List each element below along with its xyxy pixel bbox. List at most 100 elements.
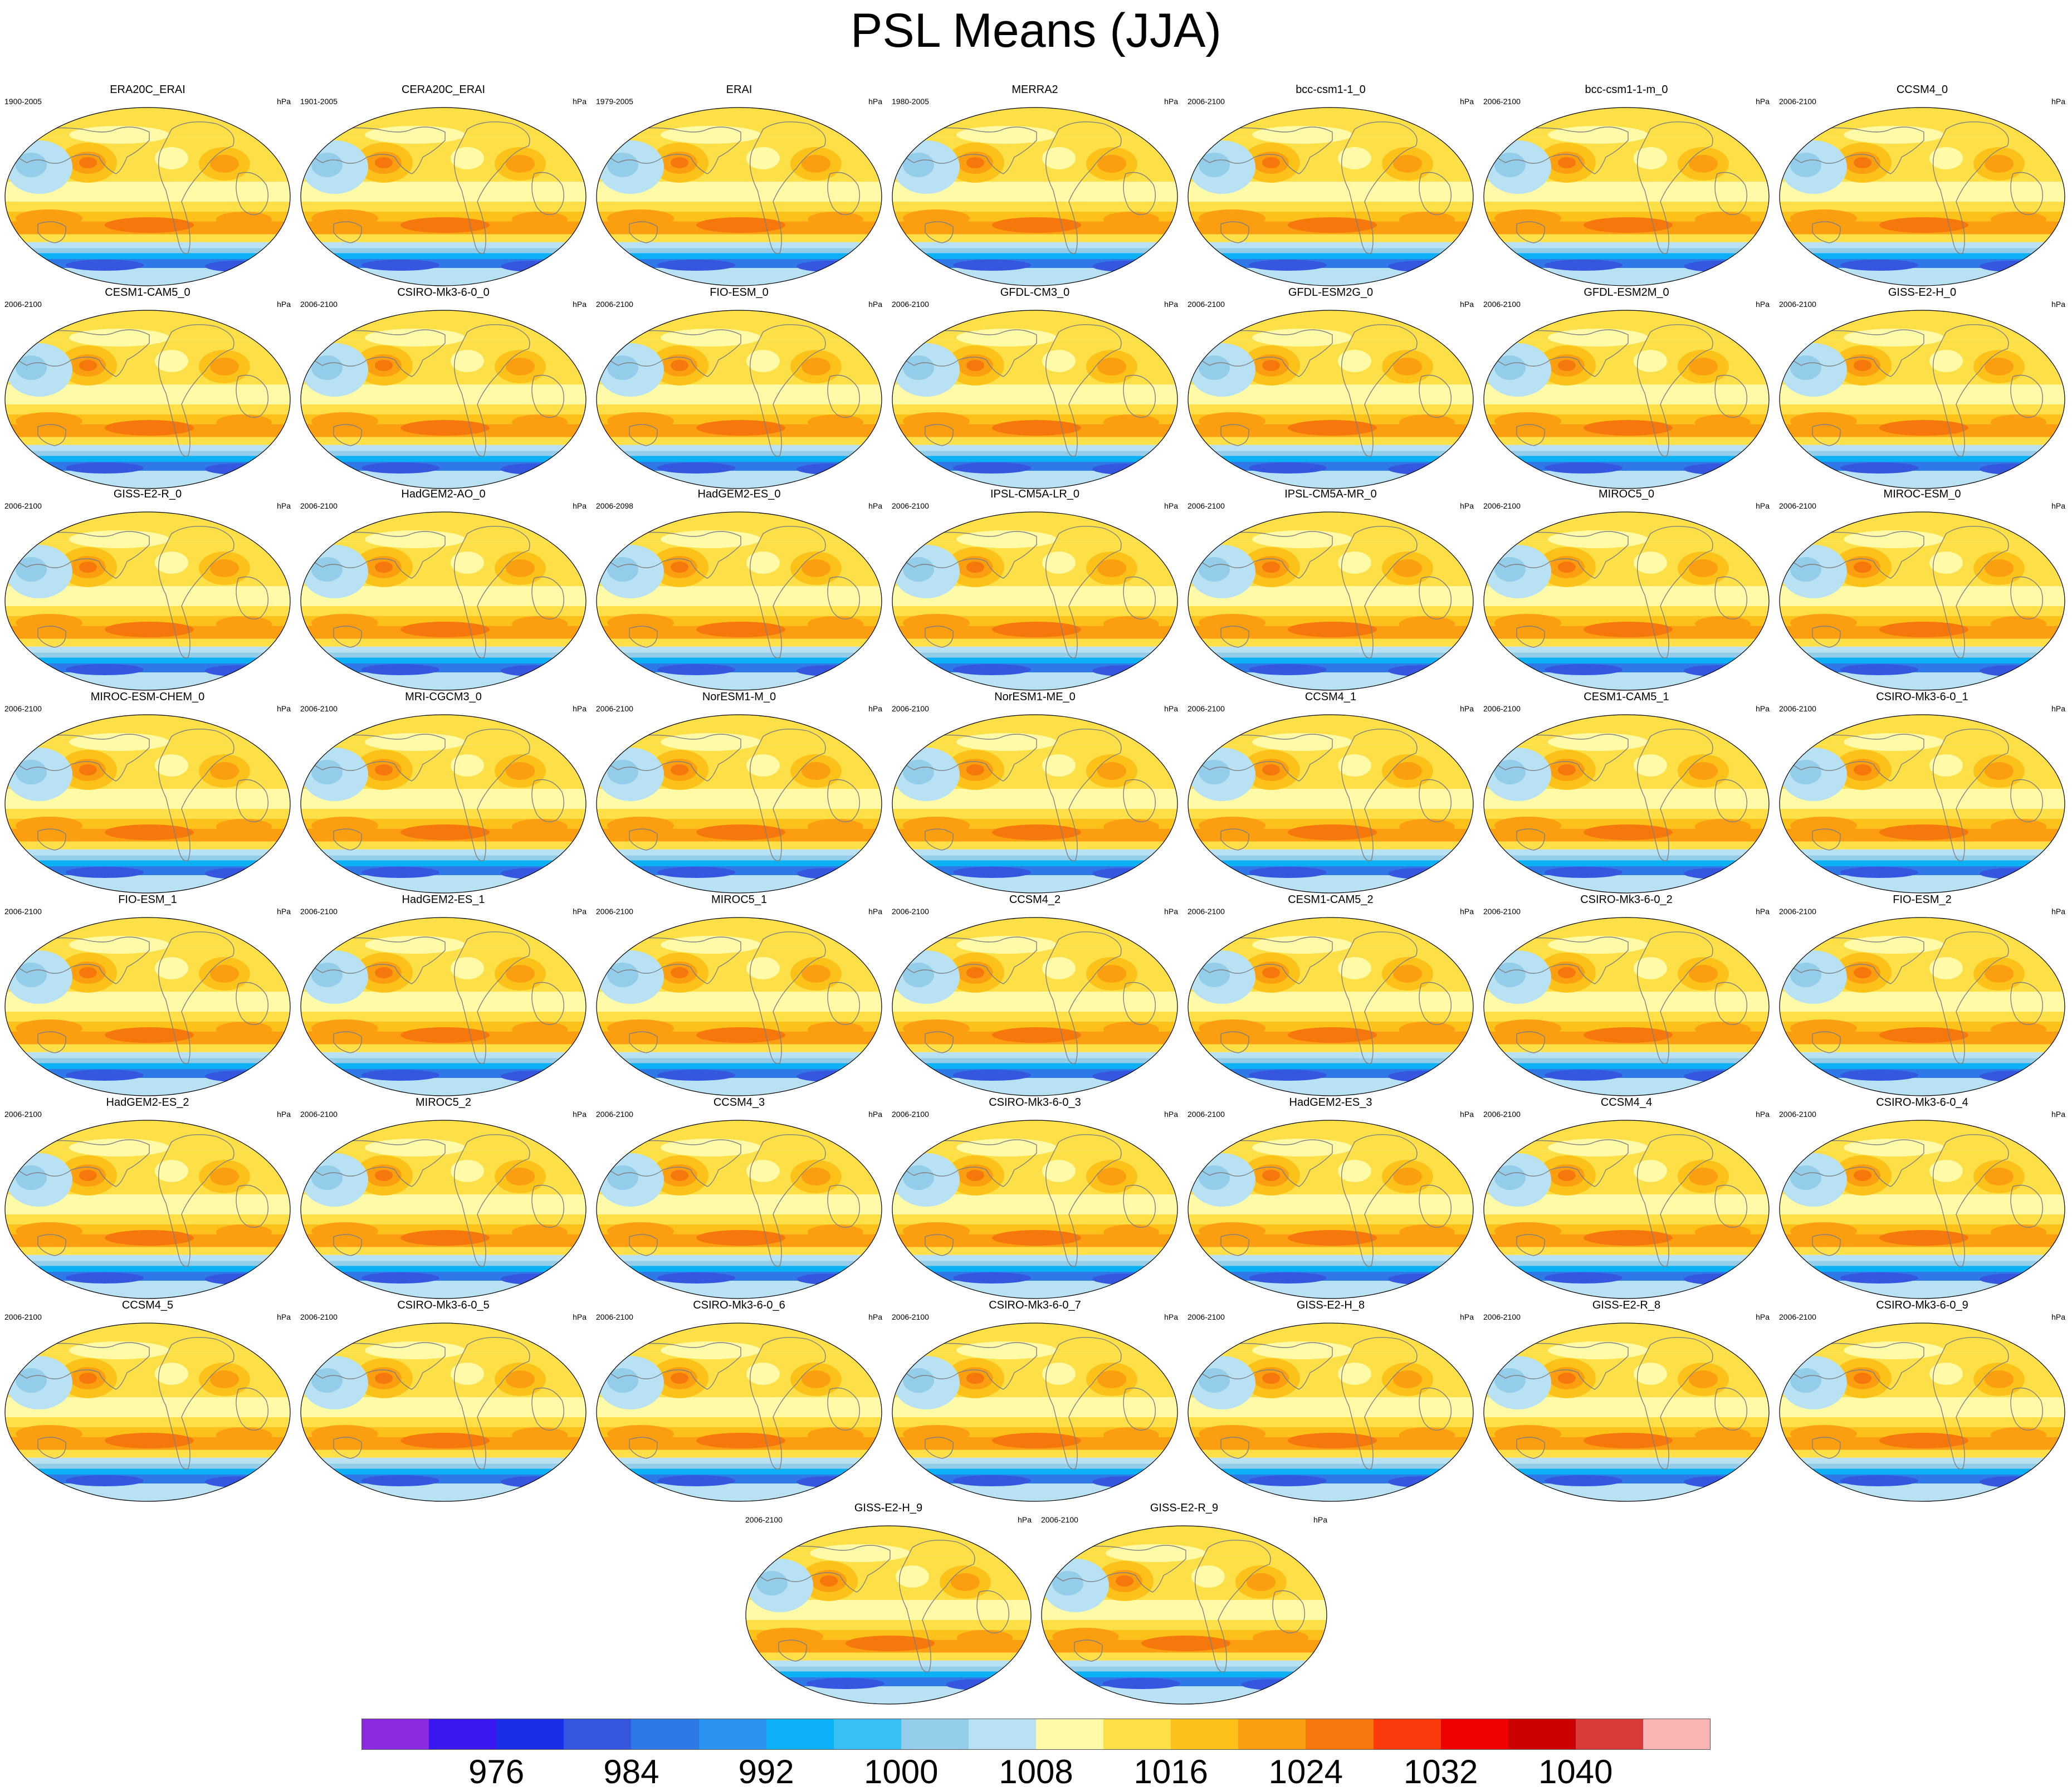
- map-panel: FIO-ESM_1 2006-2100 hPa: [0, 894, 295, 1101]
- colorbar-box: [361, 1719, 429, 1750]
- colorbar-box: [1508, 1719, 1576, 1750]
- panel-unit: hPa: [1460, 501, 1474, 510]
- pressure-map: [300, 310, 587, 489]
- panel-unit: hPa: [1460, 907, 1474, 916]
- map-panel: CCSM4_3 2006-2100 hPa: [592, 1096, 887, 1304]
- map-panel: CERA20C_ERAI 1901-2005 hPa: [296, 84, 591, 291]
- panel-unit: hPa: [277, 501, 291, 510]
- panel-unit: hPa: [277, 97, 291, 106]
- panel-period: 2006-2100: [4, 704, 42, 713]
- panel-period: 2006-2100: [1779, 97, 1816, 106]
- panel-title: GFDL-ESM2M_0: [1584, 286, 1669, 299]
- panel-unit: hPa: [277, 704, 291, 713]
- panel-period: 2006-2100: [4, 907, 42, 916]
- colorbar-box: [1171, 1719, 1239, 1750]
- panel-period: 2006-2100: [596, 1110, 633, 1119]
- panel-unit: hPa: [1756, 501, 1770, 510]
- panel-period: 2006-2100: [4, 1110, 42, 1119]
- colorbar-tick-label: 1032: [1403, 1753, 1478, 1790]
- map-panel: CESM1-CAM5_0 2006-2100 hPa: [0, 286, 295, 494]
- map-panel: MIROC-ESM_0 2006-2100 hPa: [1775, 488, 2070, 695]
- panel-period: 2006-2100: [1483, 907, 1521, 916]
- panel-unit: hPa: [1460, 1110, 1474, 1119]
- colorbar-box: [1306, 1719, 1374, 1750]
- panel-unit: hPa: [1756, 300, 1770, 309]
- colorbar-tick-label: 984: [603, 1753, 659, 1790]
- pressure-map: [300, 107, 587, 286]
- pressure-map: [1188, 1322, 1474, 1502]
- colorbar-tick-label: 1040: [1538, 1753, 1613, 1790]
- panel-unit: hPa: [1756, 907, 1770, 916]
- colorbar-box: [1373, 1719, 1441, 1750]
- panel-unit: hPa: [1756, 97, 1770, 106]
- panel-title: GISS-E2-H_8: [1296, 1299, 1365, 1311]
- panel-period: 2006-2100: [1188, 704, 1225, 713]
- colorbar-box: [698, 1719, 767, 1750]
- panel-title: CSIRO-Mk3-6-0_4: [1876, 1096, 1968, 1109]
- map-panel: MIROC5_2 2006-2100 hPa: [296, 1096, 591, 1304]
- panel-period: 2006-2100: [892, 1110, 929, 1119]
- pressure-map: [892, 107, 1178, 286]
- panel-title: GISS-E2-R_9: [1150, 1502, 1219, 1514]
- panel-title: CCSM4_1: [1304, 691, 1357, 703]
- pressure-map: [1779, 1322, 2065, 1502]
- panel-unit: hPa: [1164, 97, 1178, 106]
- pressure-map: [300, 917, 587, 1096]
- pressure-map: [300, 714, 587, 894]
- panel-title: MIROC5_1: [711, 894, 768, 906]
- panel-title: CCSM4_0: [1896, 84, 1948, 96]
- panel-unit: hPa: [277, 1110, 291, 1119]
- pressure-map: [4, 714, 291, 894]
- map-panel: MIROC5_0 2006-2100 hPa: [1479, 488, 1774, 695]
- map-panel: GFDL-CM3_0 2006-2100 hPa: [887, 286, 1182, 494]
- map-panel: GISS-E2-R_0 2006-2100 hPa: [0, 488, 295, 695]
- panel-period: 2006-2100: [1779, 704, 1816, 713]
- map-panel: CCSM4_1 2006-2100 hPa: [1183, 691, 1478, 898]
- pressure-map: [596, 714, 882, 894]
- panel-unit: hPa: [1460, 704, 1474, 713]
- panel-title: MIROC5_2: [415, 1096, 472, 1109]
- panel-unit: hPa: [1164, 1110, 1178, 1119]
- colorbar-tick-label: 1008: [999, 1753, 1073, 1790]
- pressure-map: [1188, 1120, 1474, 1299]
- pressure-map: [1483, 714, 1770, 894]
- panel-title: HadGEM2-ES_3: [1289, 1096, 1372, 1109]
- panel-unit: hPa: [573, 1110, 587, 1119]
- map-panel: CCSM4_2 2006-2100 hPa: [887, 894, 1182, 1101]
- figure-title: PSL Means (JJA): [851, 4, 1221, 57]
- panel-title: ERAI: [726, 84, 752, 96]
- panel-unit: hPa: [1756, 1312, 1770, 1321]
- panel-period: 2006-2100: [1041, 1515, 1078, 1524]
- pressure-map: [1483, 1120, 1770, 1299]
- pressure-map: [892, 1322, 1178, 1502]
- pressure-map: [596, 310, 882, 489]
- map-panel: MIROC5_1 2006-2100 hPa: [592, 894, 887, 1101]
- panel-period: 2006-2100: [1188, 97, 1225, 106]
- pressure-map: [1779, 714, 2065, 894]
- panel-unit: hPa: [2051, 1110, 2065, 1119]
- pressure-map: [745, 1525, 1032, 1705]
- panel-title: bcc-csm1-1_0: [1296, 84, 1366, 96]
- pressure-map: [892, 1120, 1178, 1299]
- map-panel: GFDL-ESM2M_0 2006-2100 hPa: [1479, 286, 1774, 494]
- map-panel: HadGEM2-ES_0 2006-2098 hPa: [592, 488, 887, 695]
- map-panel: CESM1-CAM5_2 2006-2100 hPa: [1183, 894, 1478, 1101]
- panel-title: FIO-ESM_0: [710, 286, 769, 299]
- colorbar-box: [833, 1719, 902, 1750]
- panel-period: 2006-2100: [596, 1312, 633, 1321]
- map-panel: CSIRO-Mk3-6-0_6 2006-2100 hPa: [592, 1299, 887, 1506]
- panel-title: HadGEM2-ES_2: [106, 1096, 189, 1109]
- pressure-map: [596, 107, 882, 286]
- map-panel: GISS-E2-H_8 2006-2100 hPa: [1183, 1299, 1478, 1506]
- panel-title: NorESM1-M_0: [702, 691, 776, 703]
- colorbar-tick-label: 1000: [864, 1753, 939, 1790]
- panel-period: 2006-2100: [300, 907, 338, 916]
- panel-title: IPSL-CM5A-MR_0: [1284, 488, 1377, 500]
- map-panel: CCSM4_4 2006-2100 hPa: [1479, 1096, 1774, 1304]
- colorbar-box: [1238, 1719, 1306, 1750]
- colorbar-box: [496, 1719, 564, 1750]
- map-panel: CESM1-CAM5_1 2006-2100 hPa: [1479, 691, 1774, 898]
- pressure-map: [1779, 511, 2065, 691]
- pressure-map: [1779, 310, 2065, 489]
- pressure-map: [1483, 1322, 1770, 1502]
